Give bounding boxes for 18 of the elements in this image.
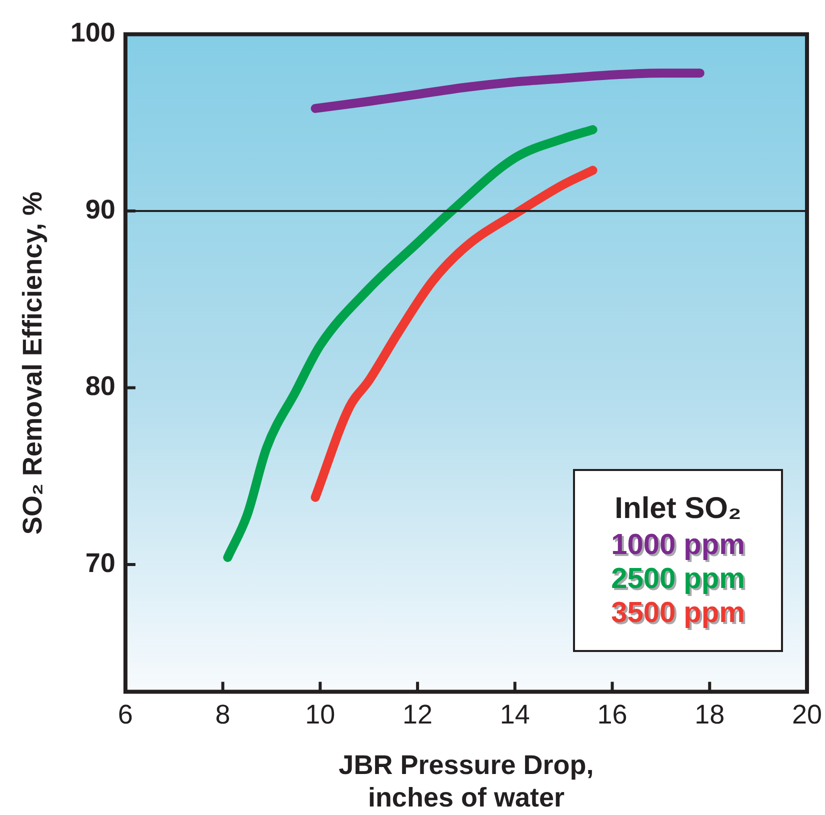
x-tick-label: 20 [792, 699, 822, 730]
x-tick-label: 14 [500, 699, 530, 730]
legend-title: Inlet SO₂ [614, 491, 742, 528]
y-tick-label: 70 [85, 548, 116, 578]
x-tick-label: 16 [597, 699, 628, 730]
x-tick-label: 6 [118, 699, 133, 730]
text: 2500 ppm [611, 562, 745, 596]
y-tick-label: 80 [85, 371, 116, 402]
y-tick-label: 90 [85, 194, 116, 224]
text: 1000 ppm [611, 528, 745, 562]
x-tick-label: 12 [402, 699, 433, 730]
x-tick-label: 10 [305, 699, 336, 730]
y-axis-title: SO₂ Removal Efficiency, % [18, 191, 48, 535]
text: 3500 ppm [611, 596, 745, 630]
x-tick-label: 18 [694, 699, 725, 730]
x-tick-label: 8 [215, 699, 230, 730]
x-axis-title: JBR Pressure Drop, inches of water [338, 750, 594, 812]
y-tick-label: 100 [70, 18, 116, 48]
